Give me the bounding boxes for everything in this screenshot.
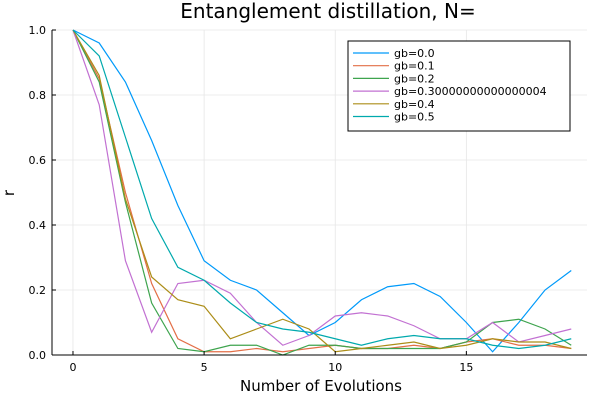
y-tick-label: 0.0	[29, 349, 47, 362]
legend-label: gb=0.30000000000000004	[394, 85, 547, 98]
legend-label: gb=0.0	[394, 47, 435, 60]
chart-title: Entanglement distillation, N=	[180, 0, 476, 23]
series-line-5	[72, 29, 572, 350]
series-line-0	[72, 29, 572, 353]
ticks-layer: 0 5 10 15 0.0 0.2 0.4 0.6 0.8 1.0	[29, 24, 474, 374]
x-axis-label: Number of Evolutions	[240, 377, 402, 395]
x-tick-label: 15	[459, 361, 473, 374]
legend-label: gb=0.5	[394, 111, 435, 124]
axes-layer	[51, 30, 587, 356]
legend: gb=0.0gb=0.1gb=0.2gb=0.30000000000000004…	[347, 40, 571, 132]
y-tick-label: 0.8	[29, 89, 47, 102]
y-tick-label: 0.6	[29, 154, 47, 167]
y-axis-label: r	[0, 189, 18, 196]
series-line-4	[72, 29, 572, 353]
x-tick-label: 5	[201, 361, 208, 374]
series-line-3	[72, 29, 572, 346]
legend-label: gb=0.4	[394, 98, 435, 111]
y-tick-label: 0.4	[29, 219, 47, 232]
x-tick-label: 0	[69, 361, 76, 374]
x-tick-label: 10	[328, 361, 342, 374]
series-layer	[72, 29, 572, 356]
legend-label: gb=0.2	[394, 72, 435, 85]
y-tick-label: 0.2	[29, 284, 47, 297]
legend-items: gb=0.0gb=0.1gb=0.2gb=0.30000000000000004…	[353, 47, 547, 124]
y-tick-label: 1.0	[29, 24, 47, 37]
legend-label: gb=0.1	[394, 60, 435, 73]
